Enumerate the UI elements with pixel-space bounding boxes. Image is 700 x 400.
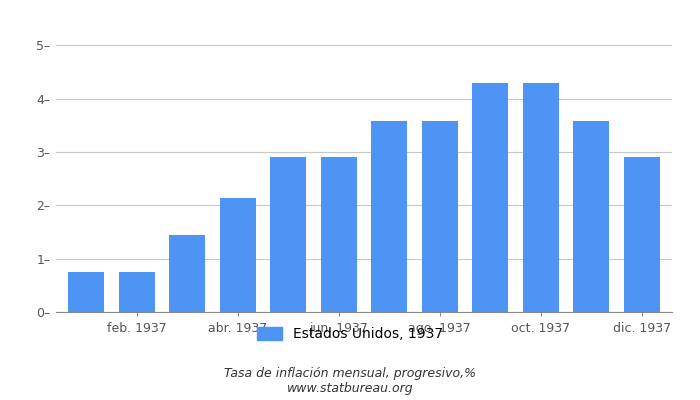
- Bar: [270, 157, 307, 312]
- Legend: Estados Unidos, 1937: Estados Unidos, 1937: [257, 327, 443, 341]
- Bar: [421, 121, 458, 312]
- Bar: [624, 157, 660, 312]
- Bar: [371, 121, 407, 312]
- Bar: [118, 272, 155, 312]
- Text: www.statbureau.org: www.statbureau.org: [287, 382, 413, 395]
- Bar: [573, 121, 610, 312]
- Bar: [68, 272, 104, 312]
- Text: Tasa de inflación mensual, progresivo,%: Tasa de inflación mensual, progresivo,%: [224, 368, 476, 380]
- Bar: [169, 235, 206, 312]
- Bar: [472, 83, 508, 312]
- Bar: [522, 83, 559, 312]
- Bar: [321, 157, 357, 312]
- Bar: [220, 198, 256, 312]
